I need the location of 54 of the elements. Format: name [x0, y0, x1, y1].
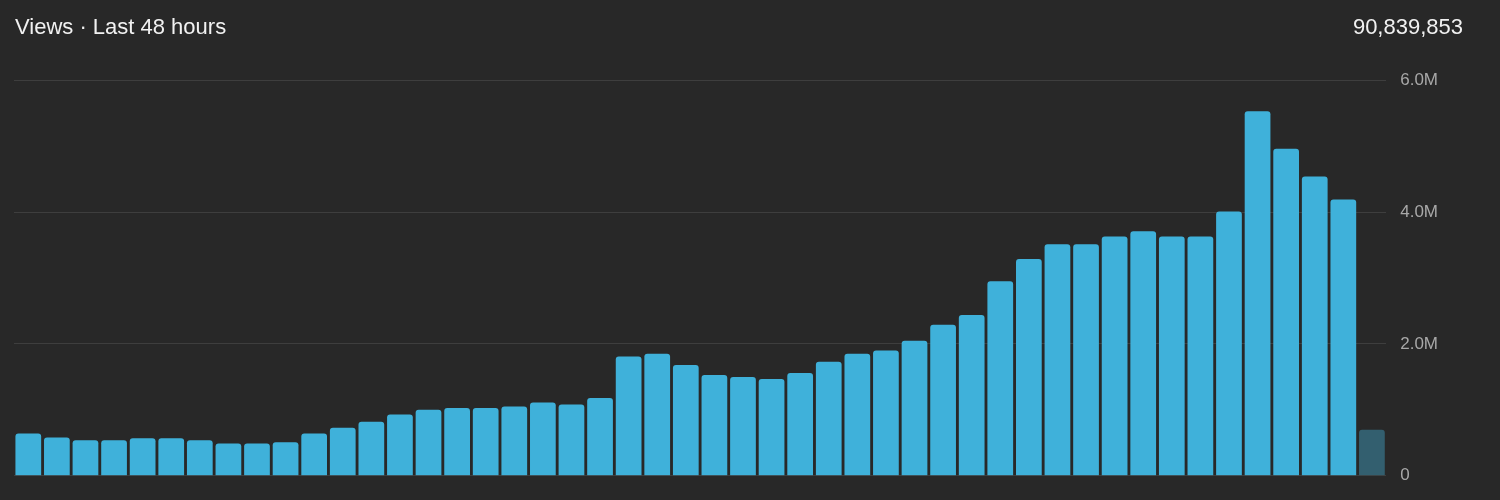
bar — [1301, 176, 1328, 476]
bar — [558, 404, 585, 476]
bar — [815, 361, 842, 476]
bar — [1130, 231, 1157, 476]
bar — [472, 407, 499, 476]
bar — [1244, 111, 1271, 476]
bar — [1359, 429, 1385, 476]
text: 90,839,853 — [1352, 14, 1463, 41]
bar — [1101, 236, 1128, 476]
bar — [615, 356, 642, 476]
bar — [415, 409, 442, 476]
bar — [1016, 258, 1042, 476]
bar — [844, 353, 871, 476]
bar — [387, 414, 413, 476]
bar — [329, 427, 356, 476]
bar — [272, 442, 299, 476]
chart-title: Views · Last 48 hours — [15, 14, 227, 41]
bar — [587, 398, 613, 476]
bar — [958, 314, 985, 476]
bar — [301, 433, 328, 476]
bar — [186, 440, 213, 476]
bar — [1044, 244, 1071, 476]
bar — [987, 281, 1014, 476]
bar — [1187, 236, 1214, 476]
bar — [1216, 211, 1242, 476]
bar — [44, 437, 70, 476]
bar — [701, 374, 728, 476]
bar — [72, 440, 99, 476]
bar — [873, 350, 899, 476]
bar — [730, 376, 756, 476]
y-tick-label: 0 — [1400, 465, 1410, 485]
bar — [1330, 199, 1357, 476]
bar — [644, 353, 671, 476]
bar — [501, 406, 528, 476]
bar — [530, 402, 556, 476]
bar — [1158, 236, 1185, 476]
bar — [101, 440, 127, 476]
bar — [787, 372, 814, 476]
y-tick-label: 4.0M — [1400, 201, 1438, 221]
bar — [901, 340, 928, 476]
bar — [1073, 244, 1099, 476]
bar — [672, 365, 699, 476]
bar — [930, 324, 956, 476]
y-tick-label: 6.0M — [1400, 69, 1438, 89]
bar — [158, 438, 185, 476]
y-tick-label: 2.0M — [1400, 333, 1438, 353]
bar — [244, 443, 270, 476]
bar — [129, 438, 156, 476]
bar — [215, 443, 242, 476]
bar — [758, 378, 785, 476]
bar — [444, 407, 470, 476]
bar — [15, 433, 42, 476]
bar — [1273, 148, 1300, 476]
bar — [358, 421, 385, 476]
